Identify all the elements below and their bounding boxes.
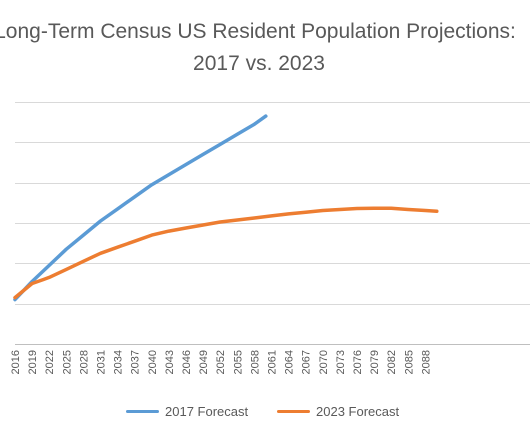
legend-swatch-2017-forecast (126, 409, 159, 413)
x-tick-label-2031: 2031 (96, 350, 108, 374)
chart-title-line-2: 2017 vs. 2023 (193, 52, 325, 75)
x-tick-label-2016: 2016 (10, 350, 22, 374)
x-tick-label-2064: 2064 (284, 350, 296, 374)
legend-swatch-2023-forecast (277, 409, 310, 413)
legend-item-2023-forecast: 2023 Forecast (277, 401, 399, 421)
x-tick-label-2070: 2070 (318, 350, 330, 374)
x-tick-label-2058: 2058 (249, 350, 261, 374)
series-line-2023-forecast (13, 206, 439, 300)
x-tick-label-2049: 2049 (198, 350, 210, 374)
x-tick-label-2037: 2037 (130, 350, 142, 374)
x-tick-label-2028: 2028 (78, 350, 90, 374)
x-tick-label-2061: 2061 (267, 350, 279, 374)
x-tick-label-2085: 2085 (403, 350, 415, 374)
x-tick-label-2043: 2043 (164, 350, 176, 374)
x-tick-label-2019: 2019 (27, 350, 39, 374)
x-tick-label-2052: 2052 (215, 350, 227, 374)
chart-legend: 2017 Forecast 2023 Forecast (0, 401, 530, 421)
x-tick-label-2025: 2025 (61, 350, 73, 374)
x-tick-label-2082: 2082 (386, 350, 398, 374)
legend-label-2017-forecast: 2017 Forecast (165, 403, 249, 419)
gridlines (15, 102, 530, 345)
x-tick-label-2034: 2034 (113, 350, 125, 374)
x-tick-label-2076: 2076 (352, 350, 364, 374)
x-tick-label-2022: 2022 (44, 350, 56, 374)
x-tick-label-2073: 2073 (335, 350, 347, 374)
x-tick-label-2067: 2067 (301, 350, 313, 374)
x-tick-label-2040: 2040 (147, 350, 159, 374)
legend-label-2023-forecast: 2023 Forecast (316, 403, 400, 419)
x-tick-label-2079: 2079 (369, 350, 381, 374)
x-tick-label-2046: 2046 (181, 350, 193, 374)
series-lines (13, 114, 439, 302)
x-tick-label-2088: 2088 (420, 350, 432, 374)
series-line-2017-forecast (13, 114, 268, 302)
chart-title-line-1: Long-Term Census US Resident Population … (0, 20, 516, 43)
x-tick-label-2055: 2055 (232, 350, 244, 374)
x-axis-tick-labels: 2016 2019 2022 2025 2028 2031 2034 2037 2040 2043… (10, 350, 432, 374)
legend-item-2017-forecast: 2017 Forecast (126, 401, 248, 421)
